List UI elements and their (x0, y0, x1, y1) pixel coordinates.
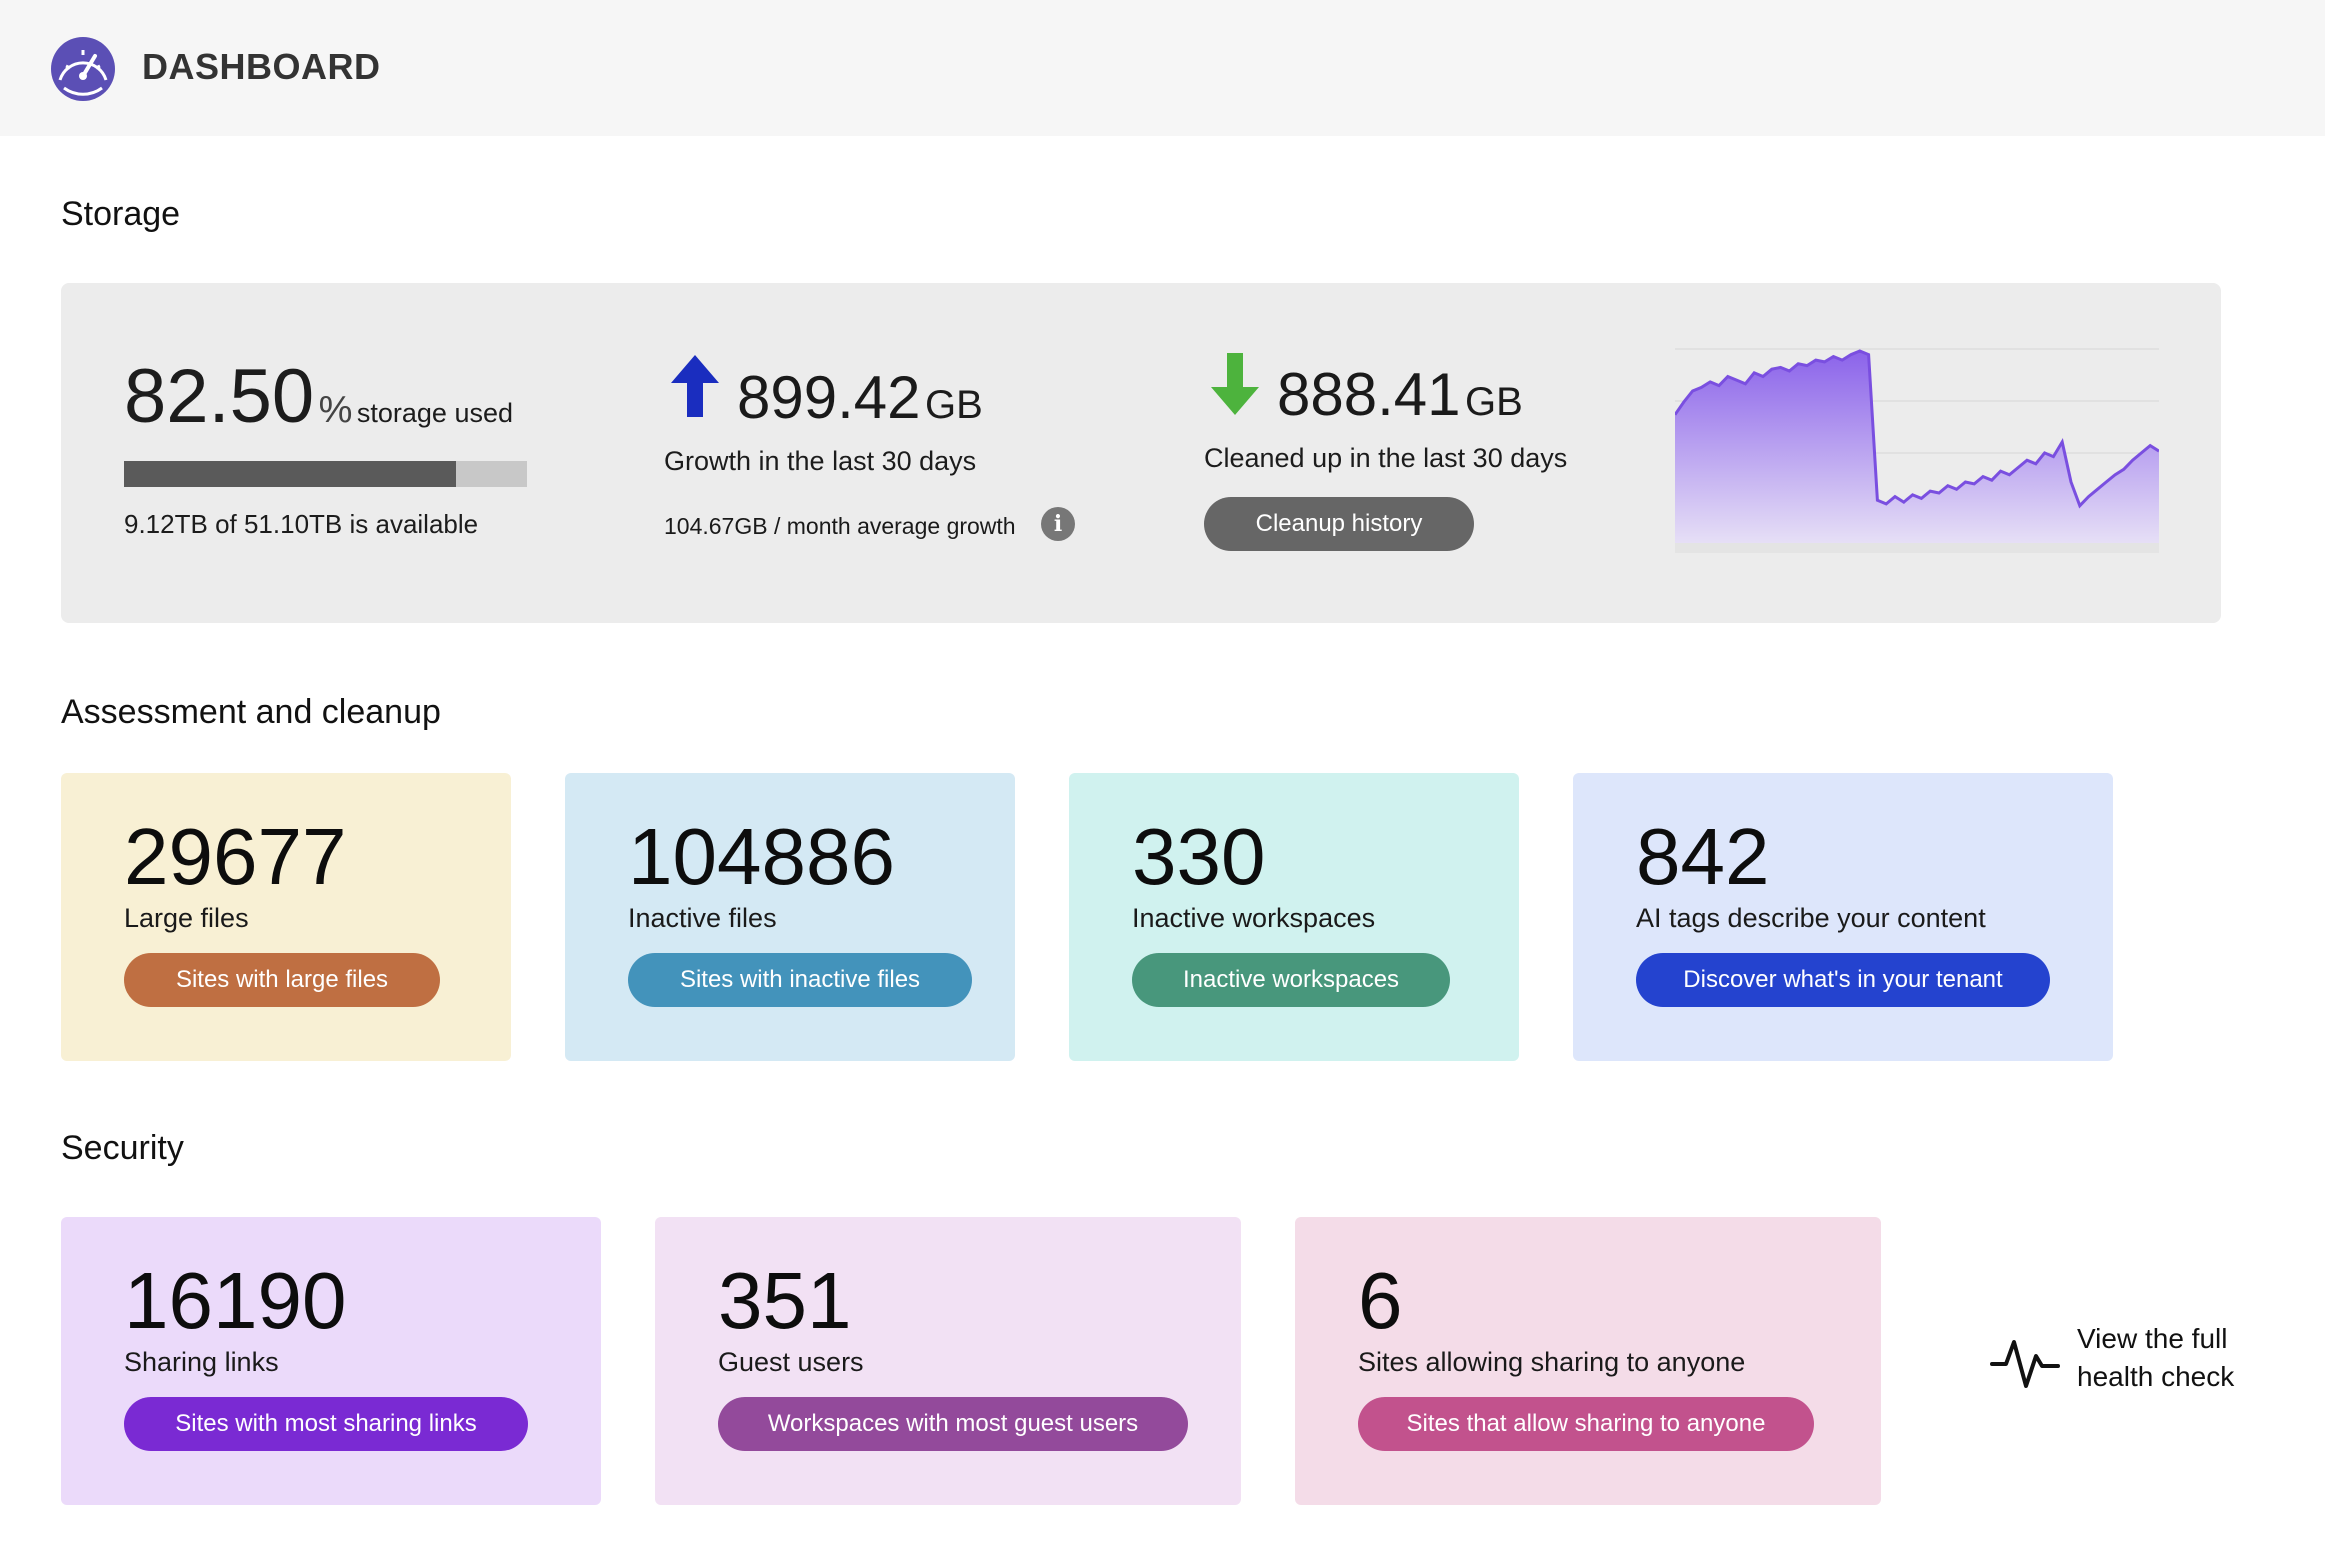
assessment-section-title: Assessment and cleanup (61, 693, 441, 731)
arrow-up-icon (671, 355, 719, 417)
cleaned-unit: GB (1464, 380, 1523, 424)
inactive-files-count: 104886 (628, 812, 895, 901)
large-files-count: 29677 (124, 812, 347, 901)
sharing-to-anyone-label: Sites allowing sharing to anyone (1358, 1347, 1746, 1377)
arrow-down-icon (1211, 353, 1259, 415)
large-files-card: 29677 Large files Sites with large files (61, 773, 511, 1061)
sites-with-most-sharing-links-button[interactable]: Sites with most sharing links (124, 1397, 528, 1451)
sparkline-area (1675, 351, 2159, 543)
sparkline-line (1675, 349, 2159, 509)
sharing-links-count: 16190 (124, 1256, 347, 1345)
inactive-workspaces-button[interactable]: Inactive workspaces (1132, 953, 1450, 1007)
growth-value: 899.42 (737, 364, 921, 431)
guest-users-count: 351 (718, 1256, 852, 1345)
sites-allow-sharing-to-anyone-button[interactable]: Sites that allow sharing to anyone (1358, 1397, 1814, 1451)
guest-users-label: Guest users (718, 1347, 864, 1377)
health-check-text[interactable]: View the full health check (2077, 1323, 2235, 1392)
storage-available-amount: 9.12TB (124, 509, 208, 539)
pulse-icon (1990, 1340, 2060, 1388)
cleaned-figure: 888.41 GB (1277, 360, 1523, 429)
ai-tags-count: 842 (1636, 812, 1770, 901)
inactive-files-card: 104886 Inactive files Sites with inactiv… (565, 773, 1015, 1061)
ai-tags-label: AI tags describe your content (1636, 903, 1986, 933)
storage-used: 82.50 % storage used (124, 353, 513, 440)
storage-used-label: storage used (356, 398, 513, 428)
guest-users-card: 351 Guest users Workspaces with most gue… (655, 1217, 1241, 1505)
inactive-files-label: Inactive files (628, 903, 777, 933)
ai-tags-card: 842 AI tags describe your content Discov… (1573, 773, 2113, 1061)
storage-used-value: 82.50 (124, 354, 315, 439)
cleaned-label: Cleaned up in the last 30 days (1204, 443, 1568, 473)
storage-usage-fill (124, 461, 457, 487)
growth-label: Growth in the last 30 days (664, 446, 977, 476)
storage-panel: 82.50 % storage used 9.12TB of 51.10TB i… (61, 283, 2221, 623)
storage-trend-chart (1675, 348, 2159, 553)
top-bar: DASHBOARD (0, 0, 2325, 136)
inactive-workspaces-count: 330 (1132, 812, 1266, 901)
app-title: DASHBOARD (142, 46, 381, 87)
storage-available-text: of 51.10TB is available (215, 509, 479, 539)
sharing-to-anyone-count: 6 (1358, 1256, 1403, 1345)
sites-with-inactive-files-button[interactable]: Sites with inactive files (628, 953, 972, 1007)
speedometer-icon[interactable] (50, 36, 116, 102)
sharing-links-label: Sharing links (124, 1347, 279, 1377)
storage-available: 9.12TB of 51.10TB is available (124, 509, 478, 540)
inactive-workspaces-label: Inactive workspaces (1132, 903, 1376, 933)
growth-unit: GB (924, 383, 983, 427)
chart-baseline (1675, 543, 2159, 553)
info-icon[interactable]: i (1041, 507, 1075, 541)
discover-tenant-button[interactable]: Discover what's in your tenant (1636, 953, 2050, 1007)
storage-usage-bar (124, 461, 527, 487)
sharing-links-card: 16190 Sharing links Sites with most shar… (61, 1217, 601, 1505)
sites-with-large-files-button[interactable]: Sites with large files (124, 953, 440, 1007)
cleaned-value: 888.41 (1277, 361, 1461, 428)
storage-section-title: Storage (61, 195, 181, 233)
growth-average: 104.67GB / month average growth (664, 513, 1016, 539)
large-files-label: Large files (124, 903, 249, 933)
sharing-to-anyone-card: 6 Sites allowing sharing to anyone Sites… (1295, 1217, 1881, 1505)
cleanup-history-button[interactable]: Cleanup history (1204, 497, 1474, 551)
workspaces-with-most-guest-users-button[interactable]: Workspaces with most guest users (718, 1397, 1188, 1451)
storage-used-unit: % (318, 389, 353, 431)
health-check-link[interactable]: View the full health check (1990, 1320, 2250, 1400)
security-section-title: Security (61, 1129, 184, 1167)
inactive-workspaces-card: 330 Inactive workspaces Inactive workspa… (1069, 773, 1519, 1061)
growth-figure: 899.42 GB (737, 363, 983, 432)
